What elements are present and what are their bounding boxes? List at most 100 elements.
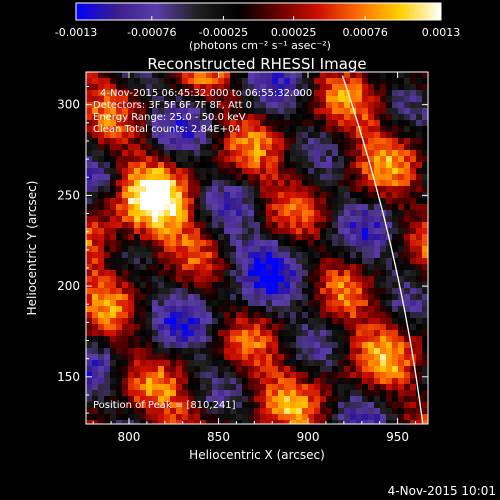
image-pixel (410, 192, 417, 199)
image-pixel (212, 276, 219, 283)
image-pixel (110, 312, 117, 319)
image-pixel (110, 276, 117, 283)
image-pixel (200, 384, 207, 391)
image-pixel (128, 294, 135, 301)
image-pixel (368, 222, 375, 229)
image-pixel (266, 360, 273, 367)
image-pixel (128, 138, 135, 145)
image-pixel (398, 336, 405, 343)
image-pixel (416, 228, 423, 235)
image-pixel (422, 222, 428, 229)
colorbar-ticks: -0.0013 -0.00076 -0.00025 0.00025 0.00076 0.0… (55, 16, 460, 39)
image-pixel (260, 420, 267, 424)
image-pixel (404, 216, 411, 223)
image-pixel (170, 150, 177, 157)
image-pixel (422, 168, 428, 175)
image-pixel (254, 264, 261, 271)
image-pixel (356, 186, 363, 193)
image-pixel (302, 186, 309, 193)
image-pixel (116, 378, 123, 385)
image-pixel (284, 330, 291, 337)
image-pixel (116, 300, 123, 307)
image-pixel (92, 318, 99, 325)
image-pixel (152, 198, 159, 205)
image-pixel (356, 366, 363, 373)
image-pixel (404, 114, 411, 121)
image-pixel (374, 324, 381, 331)
image-pixel (260, 348, 267, 355)
image-pixel (212, 126, 219, 133)
image-pixel (116, 150, 123, 157)
image-pixel (128, 246, 135, 253)
image-pixel (368, 270, 375, 277)
image-pixel (290, 180, 297, 187)
image-pixel (362, 288, 369, 295)
image-pixel (266, 396, 273, 403)
image-pixel (290, 240, 297, 247)
image-pixel (224, 228, 231, 235)
image-pixel (290, 408, 297, 415)
image-pixel (104, 204, 111, 211)
image-pixel (332, 216, 339, 223)
image-pixel (278, 228, 285, 235)
image-pixel (212, 252, 219, 259)
image-pixel (362, 84, 369, 91)
image-pixel (356, 228, 363, 235)
image-pixel (128, 396, 135, 403)
image-pixel (374, 414, 381, 421)
image-pixel (206, 294, 213, 301)
image-pixel (344, 252, 351, 259)
image-pixel (344, 108, 351, 115)
image-pixel (368, 360, 375, 367)
image-pixel (188, 372, 195, 379)
image-pixel (242, 126, 249, 133)
image-pixel (248, 228, 255, 235)
image-pixel (302, 330, 309, 337)
image-pixel (116, 138, 123, 145)
image-pixel (338, 330, 345, 337)
image-pixel (170, 396, 177, 403)
image-pixel (200, 252, 207, 259)
image-pixel (422, 324, 428, 331)
image-pixel (224, 318, 231, 325)
image-pixel (404, 402, 411, 409)
image-pixel (344, 408, 351, 415)
image-pixel (200, 234, 207, 241)
image-pixel (344, 282, 351, 289)
image-pixel (86, 384, 93, 391)
image-pixel (296, 228, 303, 235)
image-pixel (380, 354, 387, 361)
image-pixel (278, 366, 285, 373)
image-pixel (368, 132, 375, 139)
image-pixel (116, 192, 123, 199)
image-pixel (92, 144, 99, 151)
image-pixel (314, 186, 321, 193)
image-pixel (122, 396, 129, 403)
image-pixel (374, 144, 381, 151)
image-pixel (362, 324, 369, 331)
image-pixel (368, 408, 375, 415)
image-pixel (98, 210, 105, 217)
image-pixel (170, 96, 177, 103)
image-pixel (218, 330, 225, 337)
image-pixel (260, 150, 267, 157)
image-pixel (380, 234, 387, 241)
image-pixel (212, 90, 219, 97)
image-pixel (170, 288, 177, 295)
image-pixel (350, 240, 357, 247)
image-pixel (284, 180, 291, 187)
image-pixel (110, 420, 117, 424)
image-pixel (134, 384, 141, 391)
image-pixel (410, 240, 417, 247)
image-pixel (194, 270, 201, 277)
image-pixel (314, 252, 321, 259)
image-pixel (374, 150, 381, 157)
image-pixel (242, 264, 249, 271)
image-pixel (92, 126, 99, 133)
image-pixel (212, 300, 219, 307)
image-pixel (242, 186, 249, 193)
image-pixel (134, 90, 141, 97)
image-pixel (146, 144, 153, 151)
image-pixel (182, 270, 189, 277)
image-pixel (104, 186, 111, 193)
